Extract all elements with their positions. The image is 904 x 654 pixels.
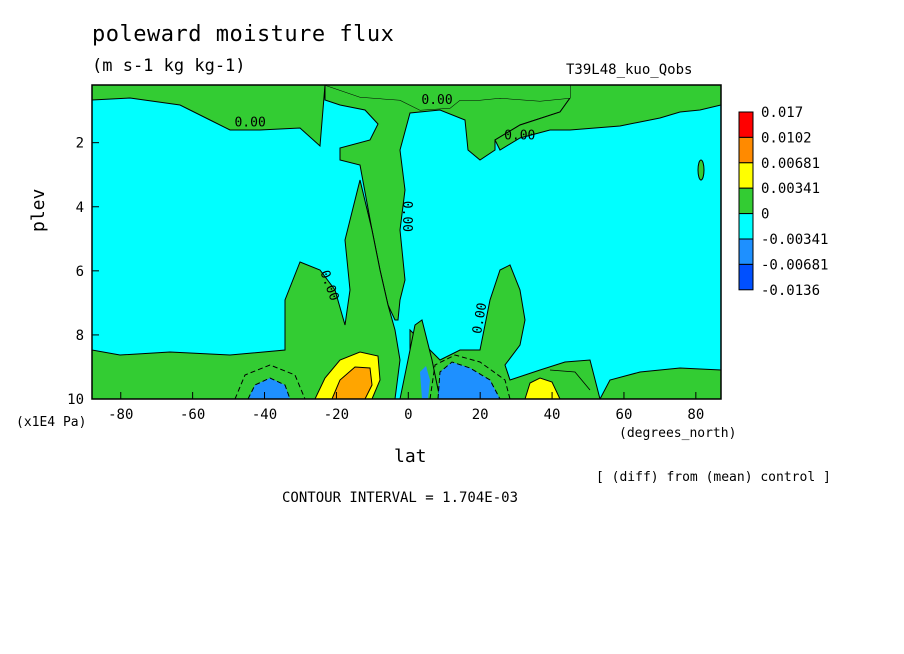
y-unit-label: (x1E4 Pa): [16, 415, 87, 430]
positive-contour-line: [549, 369, 591, 391]
contour-label: 0.00: [421, 93, 452, 108]
negative-min-north: [437, 361, 501, 399]
colorbar-label: -0.0136: [761, 283, 820, 299]
x-tick-label: -20: [324, 407, 349, 423]
colorbar-label: 0.0102: [761, 130, 812, 146]
positive-region-top-fill: [325, 85, 570, 110]
y-tick-label: 8: [76, 328, 84, 344]
contour-label: 0.00: [399, 201, 414, 232]
positive-region-lower-left: [92, 179, 401, 399]
contour-field: [92, 85, 721, 399]
negative-min-equator: [420, 366, 430, 399]
colorbar-label: 0.017: [761, 105, 803, 121]
positive-max-south-core: [331, 366, 373, 399]
colorbar-swatch: [738, 136, 754, 164]
y-axis-label: plev: [28, 188, 49, 232]
positive-region-equator: [399, 319, 441, 399]
colorbar-label: -0.00681: [761, 257, 828, 273]
colorbar-swatch: [738, 213, 754, 240]
colorbar-swatch: [738, 187, 754, 215]
chart-subtitle: (m s-1 kg kg-1): [92, 56, 246, 76]
colorbar-swatch: [738, 263, 754, 291]
y-tick-label: 2: [76, 136, 84, 152]
colorbar-label: 0: [761, 207, 769, 223]
footnote: [ (diff) from (mean) control ]: [596, 470, 831, 485]
y-tick-label: 6: [76, 264, 84, 280]
positive-region-lower-right: [599, 367, 721, 399]
negative-contour-line: [234, 364, 306, 399]
contour-label: 0.00: [470, 302, 490, 335]
x-tick-label: 20: [472, 407, 489, 423]
contour-interval: CONTOUR INTERVAL = 1.704E-03: [282, 490, 519, 506]
y-tick-label: 4: [76, 200, 84, 216]
positive-region-top-left: [92, 85, 326, 148]
negative-contour-line: [429, 354, 511, 399]
x-tick-label: 40: [544, 407, 561, 423]
colorbar-label: 0.00681: [761, 156, 820, 172]
x-tick-label: 60: [616, 407, 633, 423]
negative-region-bg: [92, 85, 721, 399]
positive-max-north: [524, 377, 561, 399]
x-tick-label: -40: [252, 407, 277, 423]
x-tick-label: -80: [108, 407, 133, 423]
run-label: T39L48_kuo_Qobs: [566, 62, 693, 78]
chart-title: poleward moisture flux: [92, 22, 395, 47]
contour-labels: 0.000.000.000.000.000.00: [234, 93, 535, 335]
colorbar-swatch: [738, 162, 754, 189]
positive-region-top-right: [494, 85, 721, 151]
contour-label: 0.00: [504, 128, 535, 143]
negative-min-south: [247, 377, 291, 399]
colorbar-label: -0.00341: [761, 232, 828, 248]
colorbar: 0.017 0.0102 0.00681 0.00341 0 -0.00341 -0.006…: [738, 105, 828, 299]
x-tick-label: 80: [687, 407, 704, 423]
contour-label: 0.00: [234, 116, 265, 131]
x-axis: -80 -60 -40 -20 0 20 40 60 80: [108, 392, 704, 423]
y-axis: 2 4 6 8 10: [67, 136, 99, 408]
colorbar-swatch: [738, 111, 754, 138]
x-tick-label: -60: [180, 407, 205, 423]
plot-frame: [91, 84, 722, 400]
x-tick-label: 0: [404, 407, 412, 423]
x-unit-label: (degrees_north): [619, 426, 737, 441]
x-axis-label: lat: [394, 446, 427, 467]
y-tick-label: 10: [67, 392, 84, 408]
colorbar-label: 0.00341: [761, 181, 820, 197]
positive-blob-north-pole: [697, 159, 705, 181]
colorbar-swatch: [738, 238, 754, 265]
